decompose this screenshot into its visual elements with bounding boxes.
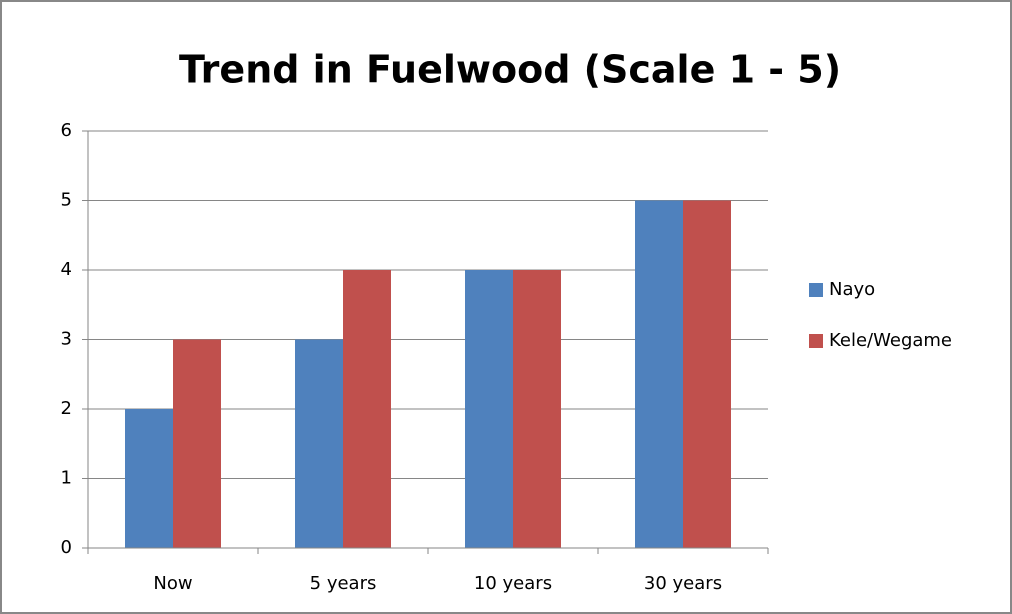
y-tick-label: 6 <box>61 120 72 141</box>
chart-title: Trend in Fuelwood (Scale 1 - 5) <box>179 48 841 92</box>
y-tick-label: 2 <box>61 398 72 419</box>
y-tick-label: 1 <box>61 468 72 489</box>
bar <box>295 339 343 548</box>
bar <box>343 270 391 548</box>
y-tick-label: 0 <box>61 537 72 558</box>
legend-swatch <box>809 334 823 348</box>
bar <box>465 270 513 548</box>
x-tick-label: 10 years <box>474 573 552 594</box>
y-tick-label: 5 <box>61 190 72 211</box>
bar <box>683 200 731 548</box>
x-tick-label: Now <box>153 573 192 594</box>
x-tick-label: 5 years <box>310 573 377 594</box>
legend-label: Kele/Wegame <box>829 330 952 351</box>
y-tick-label: 3 <box>61 329 72 350</box>
bar <box>513 270 561 548</box>
legend-swatch <box>809 283 823 297</box>
bar <box>125 409 173 548</box>
bar <box>173 339 221 548</box>
bar <box>635 200 683 548</box>
x-tick-label: 30 years <box>644 573 722 594</box>
legend-label: Nayo <box>829 279 875 300</box>
y-tick-label: 4 <box>61 259 72 280</box>
